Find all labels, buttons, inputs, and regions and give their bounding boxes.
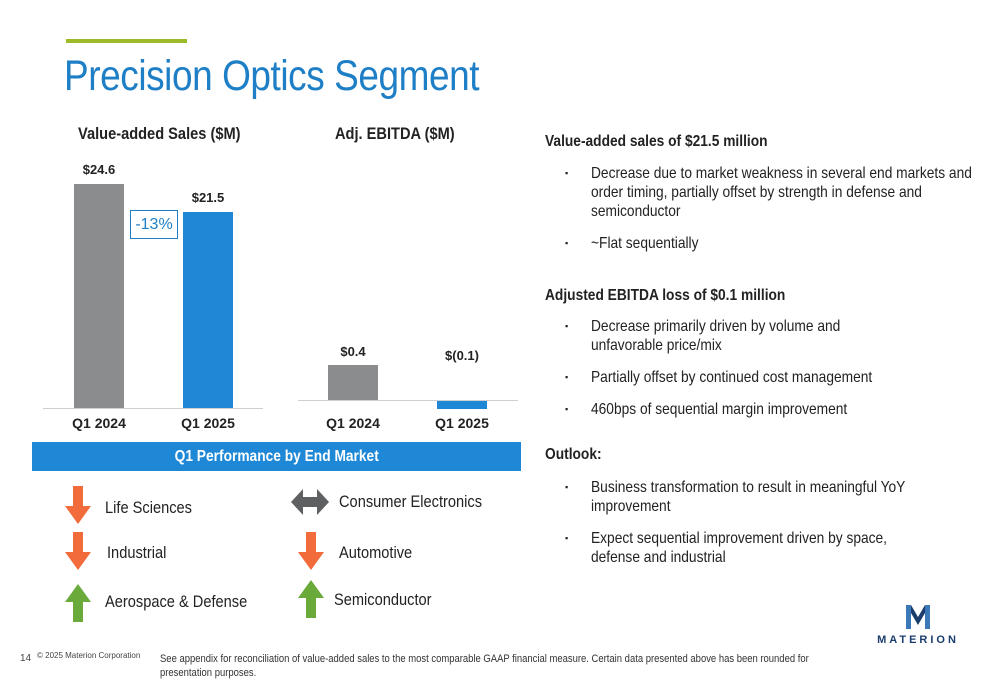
market-label-life-sciences: Life Sciences: [105, 498, 192, 517]
title-accent-line: [66, 39, 187, 43]
ebitda-bar-q1-2024: [328, 365, 378, 400]
materion-logo-icon: [906, 605, 930, 629]
page-number: 14: [20, 653, 32, 664]
ebitda-value-label-q1-2025: $(0.1): [445, 348, 479, 363]
ebitda-value-label-q1-2024: $0.4: [340, 344, 366, 359]
market-label-aerospace-defense: Aerospace & Defense: [105, 592, 248, 611]
arrow-left-right-icon: [291, 489, 329, 515]
market-label-industrial: Industrial: [107, 543, 167, 562]
bullet-icon: ▪: [565, 168, 569, 178]
arrow-up-icon: [65, 584, 91, 622]
bullet-icon: ▪: [565, 238, 569, 248]
copyright: © 2025 Materion Corporation: [37, 651, 141, 660]
bullet-icon: ▪: [565, 372, 569, 382]
market-label-automotive: Automotive: [339, 543, 413, 562]
bullet-icon: ▪: [565, 533, 569, 543]
market-label-semiconductor: Semiconductor: [334, 590, 432, 609]
sales-bar-q1-2024: [74, 184, 124, 408]
sales-bullet-2: ~Flat sequentially: [591, 235, 699, 252]
sales-category-label-q1-2025: Q1 2025: [181, 415, 235, 431]
sales-change-annotation: -13%: [130, 210, 178, 239]
sales-heading: Value-added sales of $21.5 million: [545, 133, 768, 150]
page-title: Precision Optics Segment: [64, 52, 480, 100]
ebitda-bar-q1-2025: [437, 400, 487, 409]
sales-x-axis: [43, 408, 263, 409]
materion-logo: MATERION: [870, 605, 966, 650]
logo-text: MATERION: [877, 634, 959, 646]
bullet-icon: ▪: [565, 321, 569, 331]
sales-category-label-q1-2024: Q1 2024: [72, 415, 126, 431]
market-label-consumer-electronics: Consumer Electronics: [339, 492, 483, 511]
arrow-down-icon: [65, 532, 91, 570]
end-market-banner: Q1 Performance by End Market: [32, 442, 521, 471]
arrow-down-icon: [298, 532, 324, 570]
outlook-bullet-2: Expect sequential improvement driven by …: [591, 530, 888, 566]
footnote: See appendix for reconciliation of value…: [160, 653, 809, 679]
sales-chart-title: Value-added Sales ($M): [78, 124, 241, 143]
ebitda-heading: Adjusted EBITDA loss of $0.1 million: [545, 287, 786, 304]
ebitda-bullet-3: 460bps of sequential margin improvement: [591, 401, 848, 418]
sales-bullet-1: Decrease due to market weakness in sever…: [591, 165, 972, 220]
ebitda-category-label-q1-2025: Q1 2025: [435, 415, 489, 431]
sales-value-label-q1-2025: $21.5: [191, 190, 225, 206]
outlook-bullet-1: Business transformation to result in mea…: [591, 479, 906, 515]
ebitda-x-axis: [298, 400, 518, 401]
ebitda-bullet-2: Partially offset by continued cost manag…: [591, 369, 873, 386]
bullet-icon: ▪: [565, 482, 569, 492]
sales-bar-q1-2025: [183, 212, 233, 408]
ebitda-chart-title: Adj. EBITDA ($M): [335, 124, 455, 143]
arrow-down-icon: [65, 486, 91, 524]
outlook-heading: Outlook:: [545, 446, 602, 463]
arrow-up-icon: [298, 580, 324, 618]
ebitda-category-label-q1-2024: Q1 2024: [326, 415, 380, 431]
ebitda-bullet-1: Decrease primarily driven by volume and …: [591, 318, 841, 354]
sales-value-label-q1-2024: $24.6: [82, 162, 116, 177]
bullet-icon: ▪: [565, 404, 569, 414]
